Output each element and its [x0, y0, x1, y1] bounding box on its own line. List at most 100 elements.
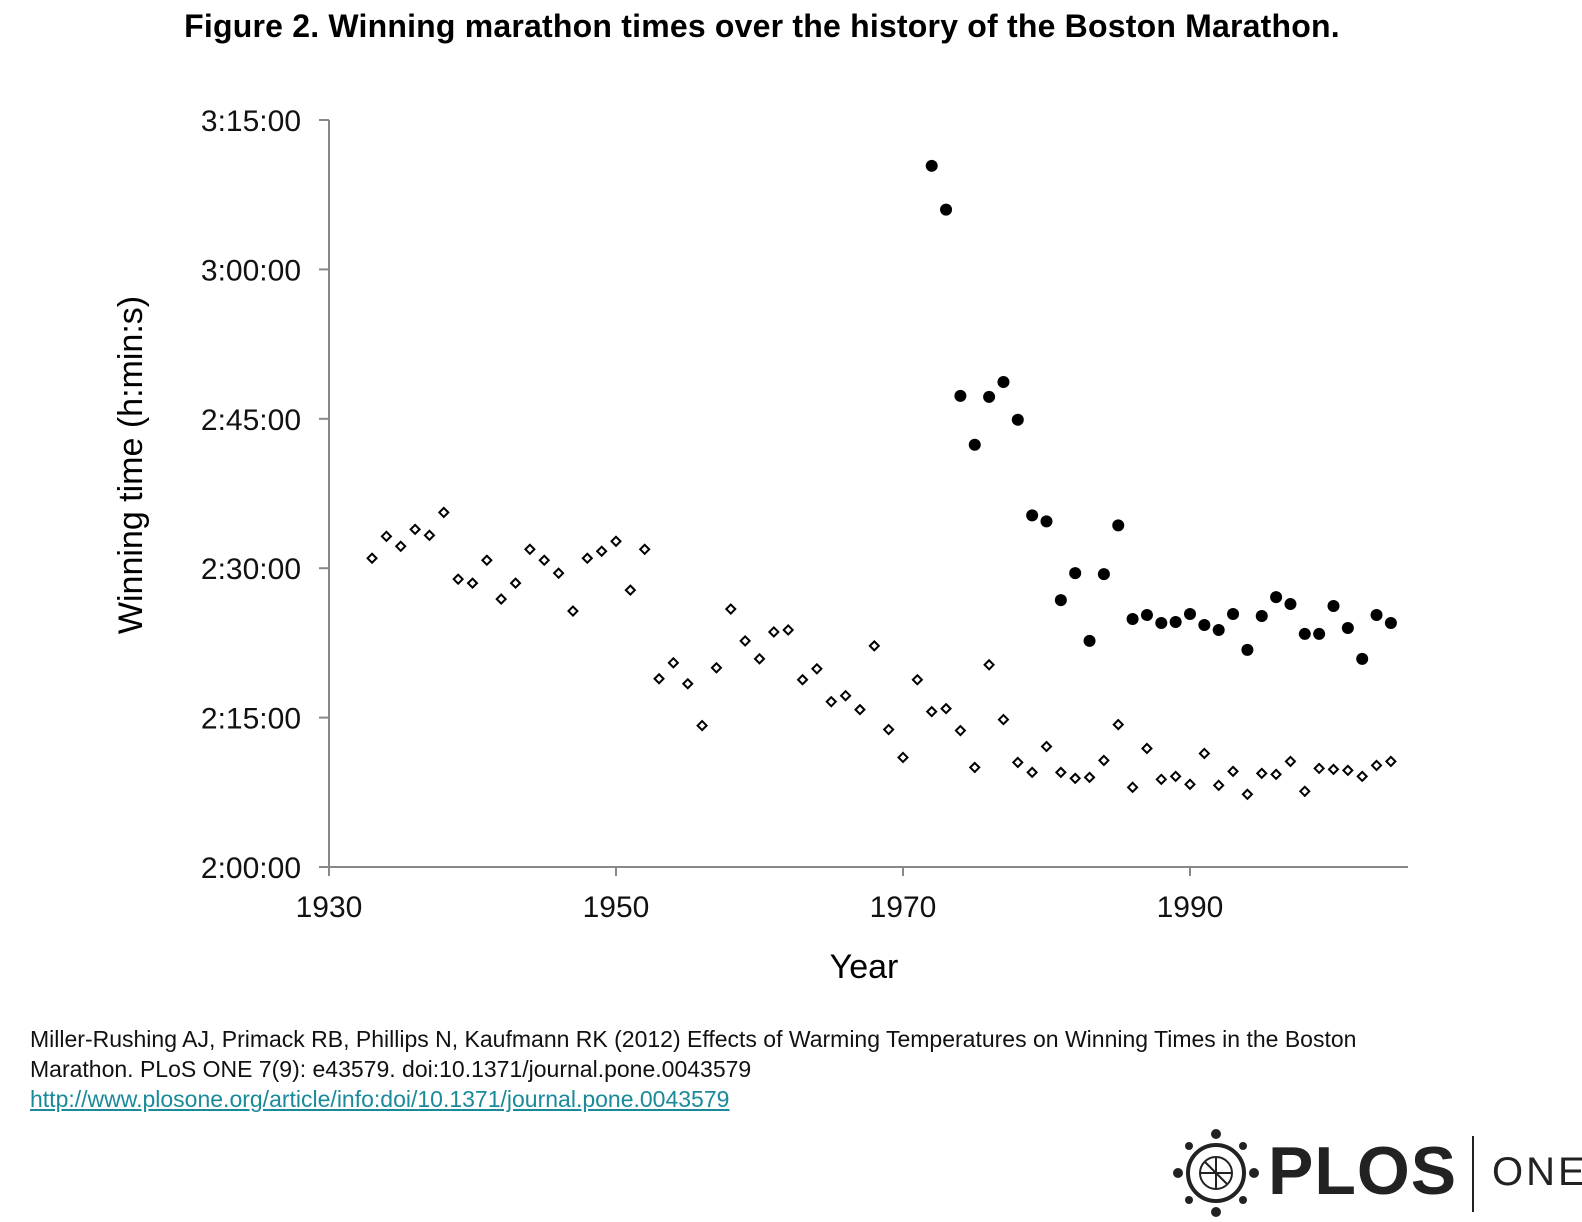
- y-tick-label: 2:45:00: [201, 404, 301, 437]
- data-point-circle: [1341, 621, 1354, 634]
- data-point-diamond: [380, 530, 393, 543]
- data-point-circle: [1097, 568, 1110, 581]
- data-point-diamond: [839, 689, 852, 702]
- data-point-circle: [1011, 413, 1024, 426]
- data-point-diamond: [1341, 764, 1354, 777]
- data-points: [366, 159, 1397, 801]
- data-point-circle: [1298, 627, 1311, 640]
- data-point-diamond: [681, 677, 694, 690]
- data-point-diamond: [868, 639, 881, 652]
- data-point-circle: [1026, 509, 1039, 522]
- data-point-circle: [1313, 627, 1326, 640]
- data-point-diamond: [1384, 755, 1397, 768]
- data-point-circle: [1184, 608, 1196, 621]
- data-point-circle: [1327, 600, 1340, 613]
- data-point-diamond: [1054, 766, 1067, 779]
- citation: Miller-Rushing AJ, Primack RB, Phillips …: [30, 1024, 1356, 1114]
- data-point-diamond: [1155, 773, 1168, 786]
- data-point-diamond: [767, 626, 780, 638]
- data-point-diamond: [710, 661, 723, 674]
- data-point-circle: [1155, 616, 1168, 629]
- data-point-circle: [1126, 612, 1139, 625]
- data-point-diamond: [624, 584, 637, 597]
- data-point-diamond: [997, 713, 1010, 726]
- data-point-diamond: [452, 573, 465, 586]
- data-point-circle: [954, 389, 967, 402]
- data-point-circle: [968, 438, 981, 451]
- logo-sub: ONE: [1492, 1150, 1582, 1194]
- y-tick-label: 3:00:00: [201, 254, 301, 287]
- data-point-diamond: [480, 554, 493, 567]
- data-point-diamond: [940, 702, 952, 715]
- y-tick-label: 2:30:00: [201, 553, 301, 586]
- data-point-circle: [1270, 591, 1283, 604]
- data-point-diamond: [466, 577, 479, 590]
- data-point-diamond: [1284, 755, 1297, 768]
- data-point-diamond: [911, 673, 924, 686]
- x-tick-label: 1970: [870, 891, 937, 924]
- data-point-diamond: [1040, 740, 1053, 753]
- data-point-circle: [1241, 643, 1254, 656]
- data-point-circle: [1112, 519, 1125, 532]
- data-point-circle: [983, 390, 996, 403]
- data-point-diamond: [1198, 747, 1211, 760]
- data-point-diamond: [968, 761, 981, 774]
- data-point-circle: [1356, 652, 1369, 665]
- data-point-diamond: [925, 705, 938, 718]
- data-point-diamond: [1313, 762, 1326, 775]
- data-point-diamond: [581, 552, 594, 565]
- x-tick-label: 1950: [583, 891, 650, 924]
- data-point-diamond: [1241, 788, 1254, 801]
- data-point-diamond: [1370, 759, 1383, 772]
- data-point-diamond: [810, 662, 823, 675]
- data-point-circle: [1140, 609, 1153, 622]
- y-axis-label: Winning time (h:min:s): [112, 296, 150, 634]
- data-point-diamond: [1069, 772, 1082, 785]
- data-point-diamond: [739, 634, 752, 647]
- y-tick-label: 2:00:00: [201, 852, 301, 885]
- data-point-diamond: [1227, 765, 1239, 778]
- data-point-diamond: [638, 543, 651, 556]
- data-point-circle: [1255, 610, 1268, 623]
- data-point-circle: [1083, 634, 1096, 647]
- data-point-diamond: [696, 719, 709, 732]
- data-point-circle: [925, 159, 938, 172]
- data-point-diamond: [394, 540, 407, 553]
- data-point-circle: [1384, 616, 1397, 629]
- citation-link[interactable]: http://www.plosone.org/article/info:doi/…: [30, 1086, 730, 1112]
- data-point-diamond: [667, 656, 680, 669]
- data-point-diamond: [782, 624, 795, 636]
- data-point-circle: [1198, 618, 1211, 631]
- data-point-diamond: [1141, 742, 1153, 755]
- data-point-diamond: [796, 673, 809, 686]
- data-point-diamond: [653, 672, 665, 685]
- data-point-diamond: [610, 535, 622, 548]
- data-point-circle: [1212, 623, 1225, 636]
- data-point-diamond: [1112, 718, 1125, 731]
- y-tick-label: 3:15:00: [201, 105, 301, 138]
- data-point-diamond: [495, 593, 508, 605]
- data-point-diamond: [1270, 768, 1283, 781]
- data-point-circle: [1370, 609, 1383, 622]
- data-point-diamond: [1327, 763, 1340, 776]
- data-point-diamond: [538, 554, 551, 567]
- citation-line-1: Miller-Rushing AJ, Primack RB, Phillips …: [30, 1026, 1357, 1052]
- plos-one-logo: PLOS ONE: [1170, 1128, 1582, 1218]
- data-point-circle: [1169, 615, 1182, 628]
- data-point-diamond: [897, 751, 909, 764]
- data-point-diamond: [1212, 779, 1225, 792]
- data-point-diamond: [1169, 770, 1182, 783]
- data-point-diamond: [1097, 754, 1110, 767]
- figure-title: Figure 2. Winning marathon times over th…: [184, 8, 1340, 44]
- data-point-diamond: [882, 723, 895, 736]
- data-point-diamond: [1083, 771, 1096, 784]
- data-point-circle: [1040, 515, 1053, 528]
- data-point-diamond: [753, 652, 766, 665]
- data-point-diamond: [567, 605, 579, 617]
- scatter-chart: 2:00:00 2:15:00 2:30:00 2:45:00 3:00:00 3:15:…: [112, 105, 1408, 986]
- data-point-diamond: [552, 567, 565, 580]
- data-point-diamond: [1126, 781, 1139, 794]
- plos-network-icon: [1173, 1129, 1259, 1217]
- x-tick-label: 1990: [1157, 891, 1224, 924]
- logo-divider: [1472, 1136, 1474, 1212]
